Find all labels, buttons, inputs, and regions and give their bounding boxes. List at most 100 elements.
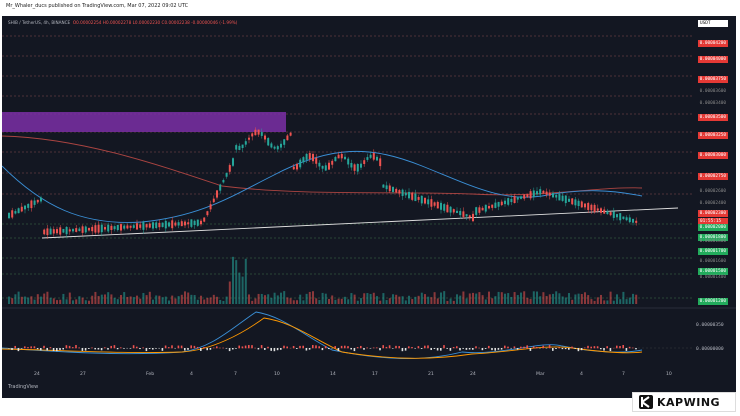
candle-body: [177, 222, 180, 226]
macd-histogram-bar: [20, 348, 23, 349]
macd-histogram-bar: [190, 345, 192, 349]
macd-histogram-bar: [600, 348, 602, 350]
price-axis[interactable]: USDT 0.00004200 0.00004000 0.00003750 0.0000…: [692, 16, 736, 398]
macd-histogram-bar: [360, 345, 362, 349]
candle-body: [510, 198, 513, 203]
candle-body: [414, 193, 417, 202]
candle-body: [488, 206, 490, 209]
candle-body: [616, 214, 618, 218]
macd-histogram-bar: [446, 348, 448, 349]
candle-body: [545, 191, 548, 195]
candle-body: [36, 199, 39, 203]
volume-bar: [574, 294, 577, 304]
candle-body: [548, 192, 551, 196]
candle-body: [619, 213, 622, 221]
supply-zone[interactable]: [2, 112, 286, 132]
volume-bar: [40, 296, 42, 304]
macd-histogram-bar: [33, 346, 36, 349]
macd-histogram-bar: [603, 348, 605, 351]
candle-body: [49, 228, 52, 235]
volume-bar: [542, 292, 545, 304]
chart-panel[interactable]: SHIB / TetherUS, 4h, BINANCE O0.00002254…: [2, 16, 736, 398]
candle-body: [561, 195, 564, 201]
candle-body: [456, 210, 458, 213]
volume-bar: [328, 298, 330, 304]
macd-histogram-bar: [241, 346, 244, 349]
macd-histogram-bar: [484, 348, 487, 349]
volume-bar: [260, 293, 263, 304]
volume-bar: [184, 291, 186, 304]
macd-histogram-bar: [552, 348, 554, 351]
volume-bar: [270, 297, 273, 304]
volume-bar: [238, 272, 241, 304]
time-axis-label: 10: [274, 372, 280, 377]
candle-body: [600, 208, 602, 213]
macd-histogram-bar: [65, 345, 68, 349]
candle-body: [574, 199, 577, 206]
candle-body: [257, 129, 260, 135]
volume-bar: [308, 291, 311, 304]
volume-bar: [596, 297, 599, 304]
volume-bar: [424, 294, 426, 304]
candle-body: [305, 153, 308, 160]
volume-bar: [312, 291, 314, 304]
macd-histogram-bar: [100, 348, 103, 351]
volume-bar: [612, 300, 615, 304]
price-tag: 0.00003600: [699, 89, 726, 94]
macd-histogram-bar: [414, 348, 416, 349]
time-axis-label: 14: [330, 372, 336, 377]
candle-body: [11, 210, 14, 218]
trendline[interactable]: [41, 207, 679, 239]
volume-bar: [289, 298, 292, 304]
volume-bar: [344, 296, 346, 304]
macd-histogram-bar: [584, 347, 586, 349]
candle-body: [568, 198, 570, 202]
candle-body: [385, 185, 388, 190]
macd-histogram-bar: [283, 345, 285, 349]
macd-histogram-bar: [228, 348, 231, 352]
volume-bar: [174, 298, 177, 304]
candle-body: [212, 198, 215, 203]
candle-body: [324, 165, 327, 171]
macd-histogram-bar: [312, 345, 314, 349]
macd-histogram-bar: [136, 346, 138, 349]
time-axis-label: 10: [666, 372, 672, 377]
volume-bar: [59, 299, 62, 304]
candle-body: [206, 211, 209, 216]
macd-histogram-bar: [244, 345, 247, 349]
volume-bar: [590, 299, 593, 304]
volume-bar: [46, 291, 49, 304]
price-tag: 0.00003000: [697, 152, 728, 159]
candle-body: [379, 158, 382, 167]
volume-bar: [459, 295, 462, 304]
volume-bar: [164, 296, 167, 304]
candle-body: [347, 158, 350, 165]
legend-ohlc: O0.00002254 H0.00002278 L0.00002230 C0.0…: [72, 20, 238, 25]
candle-body: [366, 157, 369, 160]
macd-histogram-bar: [193, 345, 196, 349]
price-tag: 0.00001700: [697, 248, 728, 255]
price-chart-svg[interactable]: 0.00000350 0.00000000: [2, 16, 736, 398]
candle-body: [113, 226, 116, 230]
time-axis-label: 24: [34, 372, 40, 377]
volume-bar: [251, 300, 254, 304]
macd-histogram-bar: [420, 348, 423, 349]
volume-bar: [555, 291, 558, 304]
candle-body: [24, 205, 26, 210]
macd-histogram-bar: [625, 348, 628, 351]
macd-histogram-bar: [376, 347, 378, 349]
candle-body: [123, 225, 126, 229]
time-axis[interactable]: 24 27 Feb 4 7 10 14 17 21 24 Mar 4 7 10: [2, 372, 692, 382]
volume-bar: [577, 293, 580, 304]
macd-histogram-bar: [49, 347, 52, 349]
volume-bar: [113, 297, 116, 304]
volume-bar: [190, 294, 193, 304]
volume-bar: [52, 298, 55, 304]
candle-body: [516, 197, 519, 200]
macd-histogram-bar: [315, 345, 317, 349]
volume-bar: [507, 293, 510, 304]
volume-bar: [161, 297, 164, 304]
volume-bar: [334, 299, 337, 304]
macd-histogram-bar: [113, 345, 116, 349]
candle-body: [62, 228, 65, 233]
